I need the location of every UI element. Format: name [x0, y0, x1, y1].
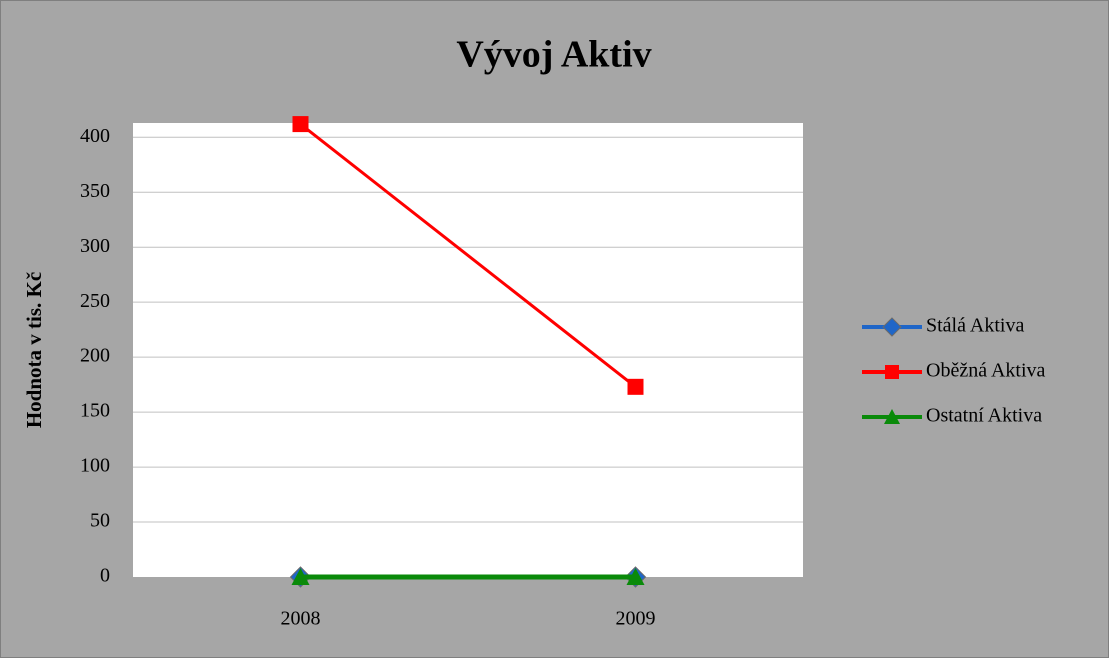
x-tick-label: 2009 — [616, 608, 656, 630]
marker — [884, 409, 900, 424]
marker — [292, 116, 309, 133]
legend-label: Stálá Aktiva — [926, 315, 1024, 337]
y-tick-label: 100 — [80, 455, 110, 477]
y-tick-label: 250 — [80, 290, 110, 312]
marker — [627, 378, 644, 395]
chart-title: Vývoj Aktiv — [456, 34, 651, 76]
y-axis-label: Hodnota v tis. Kč — [22, 272, 46, 428]
y-tick-label: 350 — [80, 180, 110, 202]
y-tick-label: 300 — [80, 235, 110, 257]
marker — [291, 568, 310, 585]
legend-label: Oběžná Aktiva — [926, 360, 1046, 382]
y-tick-label: 50 — [90, 510, 110, 532]
y-tick-label: 150 — [80, 400, 110, 422]
marker — [885, 365, 899, 379]
y-tick-label: 200 — [80, 345, 110, 367]
x-tick-label: 2008 — [281, 608, 321, 630]
y-tick-label: 0 — [100, 565, 110, 587]
plot-area — [133, 123, 803, 577]
marker — [626, 568, 645, 585]
legend-label: Ostatní Aktiva — [926, 405, 1042, 427]
y-tick-label: 400 — [80, 125, 110, 147]
marker — [882, 317, 902, 337]
series-line — [299, 122, 637, 389]
